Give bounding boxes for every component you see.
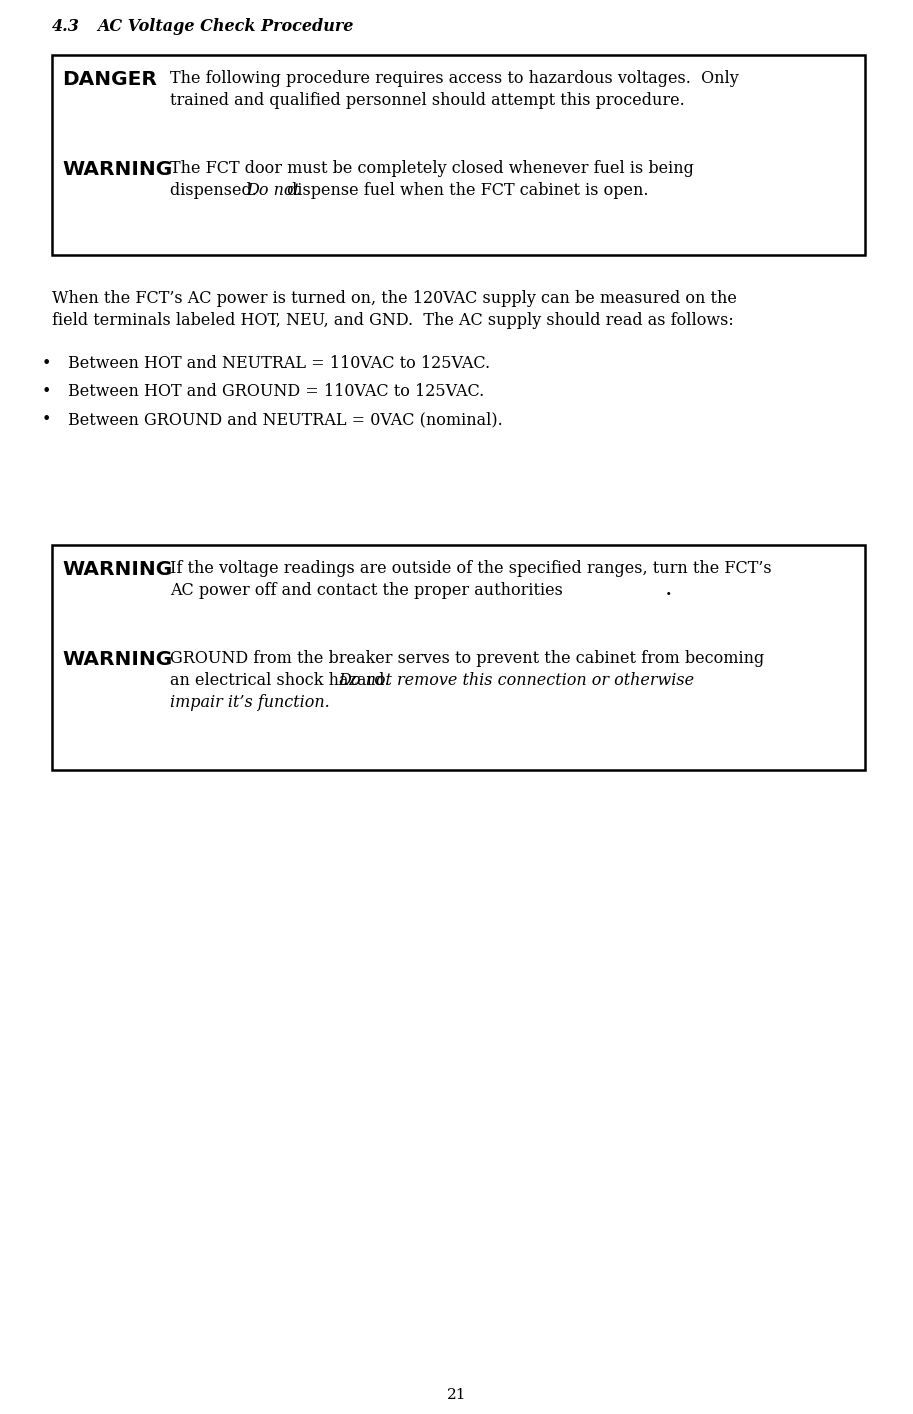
Text: 4.3: 4.3 — [52, 18, 79, 35]
Text: field terminals labeled HOT, NEU, and GND.  The AC supply should read as follows: field terminals labeled HOT, NEU, and GN… — [52, 312, 734, 329]
Text: WARNING: WARNING — [62, 650, 173, 669]
Bar — [52, 55, 865, 255]
Text: Between GROUND and NEUTRAL = 0VAC (nominal).: Between GROUND and NEUTRAL = 0VAC (nomin… — [68, 411, 503, 428]
Text: •: • — [42, 411, 51, 428]
Text: Do not: Do not — [246, 182, 299, 199]
Text: .: . — [666, 583, 671, 600]
Text: Between HOT and NEUTRAL = 110VAC to 125VAC.: Between HOT and NEUTRAL = 110VAC to 125V… — [68, 355, 490, 372]
Text: dispense fuel when the FCT cabinet is open.: dispense fuel when the FCT cabinet is op… — [282, 182, 648, 199]
Text: If the voltage readings are outside of the specified ranges, turn the FCT’s: If the voltage readings are outside of t… — [170, 560, 771, 577]
Text: 21: 21 — [446, 1389, 467, 1403]
Text: dispensed.: dispensed. — [170, 182, 268, 199]
Text: AC power off and contact the proper authorities: AC power off and contact the proper auth… — [170, 583, 563, 600]
Text: DANGER: DANGER — [62, 71, 157, 89]
Text: WARNING: WARNING — [62, 160, 173, 180]
Text: Between HOT and GROUND = 110VAC to 125VAC.: Between HOT and GROUND = 110VAC to 125VA… — [68, 383, 484, 400]
Text: The FCT door must be completely closed whenever fuel is being: The FCT door must be completely closed w… — [170, 160, 694, 177]
Text: Do not remove this connection or otherwise: Do not remove this connection or otherwi… — [338, 672, 694, 689]
Text: •: • — [42, 383, 51, 400]
Text: When the FCT’s AC power is turned on, the 120VAC supply can be measured on the: When the FCT’s AC power is turned on, th… — [52, 290, 737, 307]
Text: WARNING: WARNING — [62, 560, 173, 578]
Text: trained and qualified personnel should attempt this procedure.: trained and qualified personnel should a… — [170, 92, 685, 109]
Bar — [52, 544, 865, 771]
Text: an electrical shock hazard.: an electrical shock hazard. — [170, 672, 400, 689]
Text: AC Voltage Check Procedure: AC Voltage Check Procedure — [97, 18, 353, 35]
Text: •: • — [42, 355, 51, 372]
Text: impair it’s function.: impair it’s function. — [170, 694, 330, 711]
Text: The following procedure requires access to hazardous voltages.  Only: The following procedure requires access … — [170, 71, 739, 88]
Text: GROUND from the breaker serves to prevent the cabinet from becoming: GROUND from the breaker serves to preven… — [170, 650, 764, 667]
